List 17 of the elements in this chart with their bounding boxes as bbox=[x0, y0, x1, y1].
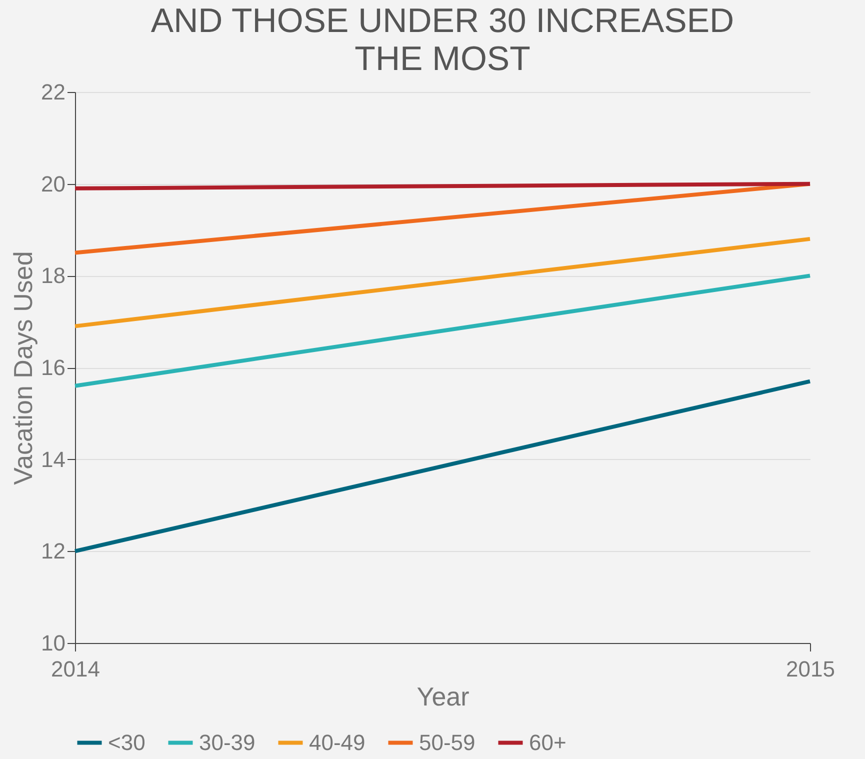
x-tick-label: 2014 bbox=[51, 656, 100, 682]
y-axis-title: Vacation Days Used bbox=[8, 251, 38, 485]
chart-title: AND THOSE UNDER 30 INCREASED THE MOST bbox=[150, 2, 734, 78]
y-tick-label: 22 bbox=[41, 80, 66, 104]
y-tick-label: 16 bbox=[41, 355, 66, 380]
y-tick-label: 12 bbox=[41, 538, 66, 564]
legend-label: 50-59 bbox=[419, 730, 476, 755]
x-axis-title: Year bbox=[416, 682, 470, 712]
legend-label: 60+ bbox=[529, 730, 566, 755]
y-tick-label: 10 bbox=[41, 630, 66, 656]
y-tick-label: 14 bbox=[41, 446, 66, 472]
y-tick-label: 20 bbox=[41, 171, 66, 196]
legend-label: <30 bbox=[108, 730, 146, 755]
legend-label: 40-49 bbox=[309, 730, 366, 755]
legend-label: 30-39 bbox=[199, 730, 256, 755]
x-tick-label: 2015 bbox=[786, 656, 835, 682]
y-tick-label: 18 bbox=[41, 263, 66, 288]
